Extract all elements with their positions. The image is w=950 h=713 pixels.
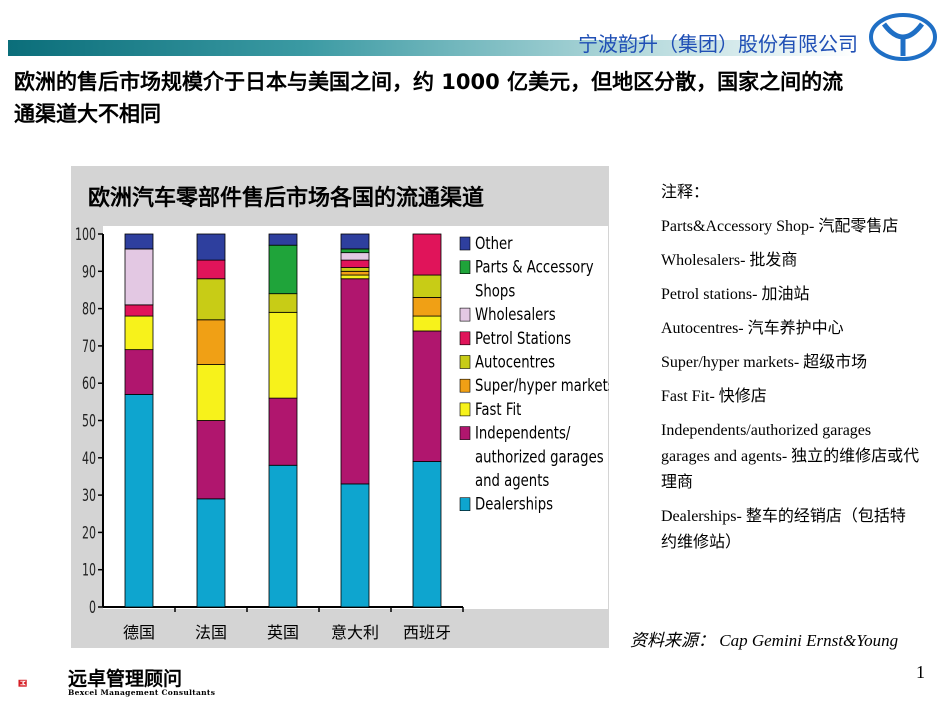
legend-swatch [459,497,471,512]
x-category-label: 英国 [267,623,299,642]
bar-segment [124,233,154,250]
company-name: 宁波韵升（集团）股份有限公司 [578,32,858,56]
y-tick-label: 50 [82,412,96,432]
legend-label: Wholesalers [475,304,556,324]
y-tick-label: 100 [75,225,96,245]
stacked-bar-chart: 0 10 20 30 40 50 60 70 80 90 100 德国 法国 英国 意大利 西班牙 Other P… [75,225,609,642]
y-tick-label: 90 [82,262,96,282]
y-tick-label: 0 [89,598,96,618]
company-logo-icon [869,13,937,61]
bar-segment [196,319,226,365]
y-tick-label: 60 [82,374,96,394]
legend-swatch [459,426,471,440]
bar-segment [196,259,226,280]
bar-segment [124,304,154,317]
note-item: Petrol stations- 加油站 [661,286,810,303]
note-item: Independents/authorized garages garages … [661,422,920,491]
note-item: Fast Fit- 快修店 [661,388,767,405]
legend-swatch [459,378,471,393]
bar-segment [124,393,154,608]
bar-segment [412,461,442,608]
bar-segment [196,420,226,500]
legend-label: and agents [475,470,549,490]
note-item: Parts&Accessory Shop- 汽配零售店 [661,218,899,235]
y-tick-label: 80 [82,300,96,320]
y-tick-label: 10 [82,561,96,581]
x-category-label: 德国 [123,623,155,642]
page-number: 1 [916,662,925,682]
note-item: Dealerships- 整车的经销店（包括特约维修站） [661,508,906,551]
bar-segment [412,274,442,298]
legend-label: Fast Fit [475,399,521,419]
legend-label: Super/hyper markets [475,376,609,396]
bar-segment [268,311,298,399]
legend-label: Parts & Accessory [475,257,594,277]
bar-segment [340,259,370,268]
bar-segment [412,233,442,276]
legend-swatch [459,331,471,346]
bexcel-logo-icon [18,679,27,687]
source-citation: 资料来源： Cap Gemini Ernst&Young [630,631,899,650]
header-gradient-bar [8,40,858,56]
legend-label: authorized garages [475,447,604,467]
notes-panel: 注释： Parts&Accessory Shop- 汽配零售店 Wholesal… [661,180,921,564]
bar-segment [340,233,370,250]
bar-segment [340,252,370,261]
bar-segment [340,267,370,272]
legend-swatch [459,307,471,322]
legend-swatch [459,402,471,417]
legend-label: Autocentres [475,352,555,372]
y-tick-label: 40 [82,449,96,469]
x-category-label: 法国 [195,623,227,642]
bar-segment [340,274,370,280]
bar-segment [124,349,154,395]
legend-label: Other [475,233,513,253]
notes-title: 注释： [661,184,710,201]
legend-label: Shops [475,281,515,301]
legend-swatch [459,355,471,369]
bar-segment [340,278,370,485]
bar-segment [412,315,442,332]
bar-segment [268,244,298,295]
bar-segment [196,498,226,608]
legend-swatch [459,260,471,275]
legend-label: Dealerships [475,494,553,514]
legend-label: Petrol Stations [475,328,571,348]
note-item: Wholesalers- 批发商 [661,252,798,269]
footer-brand-cn: 远卓管理顾问 [68,668,183,690]
bar-segment [412,297,442,317]
y-tick-label: 30 [82,486,96,506]
legend-label: Independents/ [475,423,571,443]
chart-title: 欧洲汽车零部件售后市场各国的流通渠道 [88,186,485,211]
y-tick-label: 70 [82,337,96,357]
bar-segment [412,330,442,462]
bar-segment [268,464,298,608]
x-category-label: 意大利 [331,623,379,642]
note-item: Super/hyper markets- 超级市场 [661,354,868,371]
bar-segment [340,270,370,276]
bar-segment [196,278,226,321]
x-category-label: 西班牙 [403,623,451,642]
legend-swatch [459,236,471,251]
page-headline: 欧洲的售后市场规模介于日本与美国之间，约 1000 亿美元，但地区分散，国家之间… [14,70,844,126]
bar-segment [268,397,298,466]
bar-segment [340,248,370,254]
bar-segment [196,233,226,261]
y-tick-label: 20 [82,523,96,543]
bar-segment [196,364,226,421]
bar-segment [124,248,154,306]
note-item: Autocentres- 汽车养护中心 [661,320,844,337]
bar-segment [268,293,298,313]
footer-brand-en: Bexcel Management Consultants [68,688,216,697]
bar-segment [124,315,154,351]
bar-segment [340,483,370,608]
bar-segment [268,233,298,246]
